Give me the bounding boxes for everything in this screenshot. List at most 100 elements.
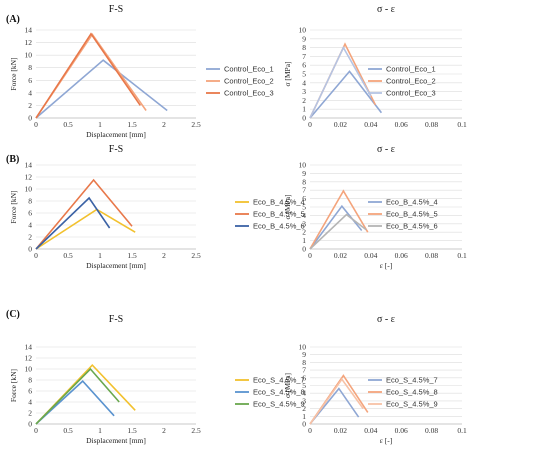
series-line-1 — [35, 208, 136, 250]
y-tick-label: 0 — [28, 245, 32, 254]
x-tick-label: 0.08 — [425, 251, 438, 260]
y-tick-label: 1 — [302, 105, 306, 114]
x-tick-label: 0 — [308, 120, 312, 129]
legend-label-2: Eco_S_4.5%_8 — [253, 388, 305, 397]
series-line-1 — [309, 204, 363, 250]
y-tick-label: 12 — [25, 173, 33, 182]
y-tick-label: 14 — [25, 26, 33, 35]
x-tick-label: 0.1 — [457, 251, 467, 260]
y-tick-label: 8 — [302, 358, 306, 367]
series-line-1 — [309, 70, 383, 119]
y-axis-label: σ [MPa] — [283, 194, 292, 219]
y-tick-label: 0 — [28, 420, 32, 429]
x-tick-label: 0.06 — [395, 426, 408, 435]
chart-title: σ - ε — [377, 144, 395, 155]
y-tick-label: 12 — [25, 38, 33, 47]
y-tick-label: 5 — [302, 70, 306, 79]
y-tick-label: 12 — [25, 354, 33, 363]
legend: Eco_S_4.5%_7 Eco_S_4.5%_8 Eco_S_4.5%_9 — [235, 376, 305, 409]
x-tick-label: 0.02 — [334, 251, 347, 260]
y-tick-label: 6 — [28, 76, 32, 85]
y-tick-label: 5 — [302, 203, 306, 212]
x-tick-label: 0 — [34, 251, 38, 260]
y-tick-label: 2 — [302, 96, 306, 105]
series-line-3 — [35, 196, 111, 250]
y-tick-label: 4 — [28, 221, 32, 230]
chart-title: F-S — [109, 314, 123, 325]
y-tick-label: 0 — [28, 114, 32, 123]
legend-label-1: Eco_B_4.5%_4 — [386, 198, 438, 207]
x-tick-label: 0 — [308, 251, 312, 260]
series-line-3 — [35, 32, 141, 119]
x-tick-label: 1.5 — [127, 426, 137, 435]
series-line-1 — [309, 387, 360, 425]
x-tick-label: 1 — [98, 251, 102, 260]
legend: Control_Eco_1 Control_Eco_2 Control_Eco_3 — [206, 65, 274, 98]
legend-label-1: Eco_S_4.5%_7 — [386, 376, 438, 385]
panel-label-b: (B) — [6, 154, 19, 165]
y-tick-label: 9 — [302, 34, 306, 43]
series-line-1 — [35, 59, 168, 119]
legend: Eco_B_4.5%_4 Eco_B_4.5%_5 Eco_B_4.5%_6 — [235, 198, 305, 231]
legend-label-3: Control_Eco_3 — [386, 89, 436, 98]
series-line-3 — [309, 45, 372, 119]
x-tick-label: 1.5 — [127, 251, 137, 260]
y-tick-label: 0 — [302, 420, 306, 429]
series-line-2 — [35, 178, 133, 250]
y-tick-label: 5 — [302, 381, 306, 390]
x-tick-label: 2 — [162, 120, 166, 129]
x-tick-label: 2.5 — [191, 426, 201, 435]
x-tick-label: 2.5 — [191, 120, 201, 129]
panel-label-a: (A) — [6, 14, 20, 25]
y-tick-label: 0 — [302, 245, 306, 254]
x-tick-label: 0 — [308, 426, 312, 435]
x-axis-label: ε [-] — [380, 261, 393, 270]
y-tick-label: 2 — [302, 404, 306, 413]
y-tick-label: 14 — [25, 343, 33, 352]
chart-1: F-S 0 2 4 6 8 10 12 14 0 0.5 1 1.5 2 2.5 Displacement [… — [9, 4, 274, 139]
y-tick-label: 0 — [302, 114, 306, 123]
x-tick-label: 2 — [162, 251, 166, 260]
x-tick-label: 0.08 — [425, 426, 438, 435]
y-tick-label: 8 — [302, 43, 306, 52]
y-axis-label: σ [MPa] — [283, 61, 292, 86]
x-tick-label: 2 — [162, 426, 166, 435]
y-tick-label: 1 — [302, 236, 306, 245]
y-tick-label: 6 — [302, 194, 306, 203]
legend-label-1: Eco_B_4.5%_4 — [253, 198, 305, 207]
chart-title: σ - ε — [377, 314, 395, 325]
y-tick-label: 6 — [28, 387, 32, 396]
y-tick-label: 8 — [302, 177, 306, 186]
x-tick-label: 0.5 — [63, 120, 73, 129]
y-tick-label: 3 — [302, 396, 306, 405]
x-tick-label: 0 — [34, 120, 38, 129]
x-tick-label: 0.06 — [395, 251, 408, 260]
y-tick-label: 4 — [302, 211, 306, 220]
y-tick-label: 4 — [302, 389, 306, 398]
x-tick-label: 1 — [98, 120, 102, 129]
series-line-2 — [35, 379, 115, 425]
y-tick-label: 1 — [302, 412, 306, 421]
legend-label-3: Eco_B_4.5%_6 — [253, 222, 305, 231]
legend-label-2: Eco_B_4.5%_5 — [253, 210, 305, 219]
x-axis-label: ε [-] — [380, 436, 393, 445]
x-tick-label: 2.5 — [191, 251, 201, 260]
chart-title: F-S — [109, 4, 123, 15]
x-axis-label: Displacement [mm] — [86, 261, 146, 270]
legend-label-2: Control_Eco_2 — [224, 77, 274, 86]
y-tick-label: 2 — [28, 409, 32, 418]
series-line-2 — [309, 189, 369, 250]
x-tick-label: 1.5 — [127, 120, 137, 129]
x-tick-label: 0.04 — [364, 251, 377, 260]
x-tick-label: 0 — [34, 426, 38, 435]
y-tick-label: 8 — [28, 376, 32, 385]
y-tick-label: 3 — [302, 219, 306, 228]
legend-label-1: Control_Eco_1 — [224, 65, 274, 74]
y-tick-label: 8 — [28, 197, 32, 206]
y-tick-label: 2 — [28, 101, 32, 110]
